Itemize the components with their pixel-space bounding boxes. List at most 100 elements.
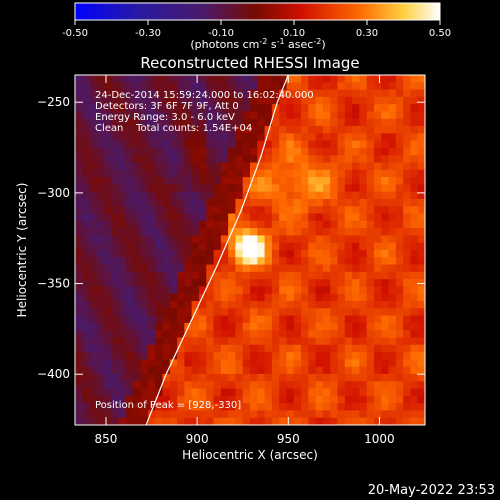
heatmap-pixel (155, 104, 164, 113)
plot-area (75, 75, 425, 425)
heatmap-pixel (373, 235, 382, 244)
heatmap-pixel (344, 82, 353, 91)
heatmap-pixel (228, 301, 237, 309)
heatmap-pixel (279, 96, 288, 105)
heatmap-pixel (82, 337, 91, 346)
heatmap-pixel (264, 257, 273, 266)
heatmap-pixel (155, 322, 164, 331)
heatmap-pixel (242, 89, 251, 98)
heatmap-pixel (337, 75, 346, 83)
heatmap-pixel (133, 235, 142, 244)
heatmap-pixel (184, 381, 193, 390)
heatmap-pixel (352, 169, 360, 178)
heatmap-pixel (301, 220, 309, 229)
heatmap-pixel (242, 177, 251, 185)
heatmap-pixel (213, 271, 222, 280)
heatmap-pixel (118, 169, 127, 178)
heatmap-pixel (155, 286, 164, 295)
heatmap-pixel (213, 133, 222, 142)
heatmap-pixel (75, 126, 83, 134)
heatmap-pixel (82, 82, 91, 91)
heatmap-pixel (359, 140, 368, 149)
heatmap-pixel (337, 140, 346, 149)
heatmap-pixel (257, 169, 266, 178)
heatmap-pixel (198, 381, 207, 390)
heatmap-pixel (293, 228, 302, 237)
heatmap-pixel (388, 104, 397, 113)
heatmap-pixel (403, 417, 412, 425)
heatmap-pixel (104, 140, 113, 149)
heatmap-pixel (162, 89, 171, 98)
heatmap-pixel (330, 118, 339, 127)
heatmap-pixel (213, 373, 222, 382)
heatmap-pixel (242, 410, 251, 419)
heatmap-pixel (155, 264, 164, 273)
heatmap-pixel (308, 126, 317, 134)
heatmap-pixel (395, 75, 404, 83)
heatmap-pixel (388, 330, 397, 339)
heatmap-pixel (126, 89, 134, 98)
heatmap-pixel (111, 388, 120, 397)
heatmap-pixel (242, 271, 251, 280)
heatmap-pixel (96, 271, 105, 280)
heatmap-pixel (96, 147, 105, 156)
heatmap-pixel (330, 206, 339, 215)
heatmap-pixel (147, 206, 156, 215)
heatmap-pixel (279, 177, 288, 185)
heatmap-pixel (293, 155, 302, 164)
heatmap-pixel (126, 96, 134, 105)
heatmap-pixel (89, 133, 98, 142)
heatmap-pixel (257, 213, 266, 222)
heatmap-pixel (184, 133, 193, 142)
heatmap-pixel (257, 75, 266, 83)
heatmap-pixel (417, 344, 425, 353)
heatmap-pixel (89, 381, 98, 390)
heatmap-pixel (257, 82, 266, 91)
heatmap-pixel (388, 250, 397, 258)
heatmap-pixel (315, 228, 324, 237)
heatmap-pixel (417, 220, 425, 229)
heatmap-pixel (388, 147, 397, 156)
heatmap-pixel (301, 366, 309, 375)
heatmap-pixel (381, 220, 390, 229)
heatmap-pixel (133, 322, 142, 331)
heatmap-pixel (417, 403, 425, 412)
heatmap-pixel (213, 403, 222, 412)
heatmap-pixel (403, 118, 412, 127)
heatmap-pixel (89, 82, 98, 91)
heatmap-pixel (213, 147, 222, 156)
heatmap-pixel (177, 169, 185, 178)
heatmap-pixel (235, 242, 244, 251)
heatmap-pixel (417, 162, 425, 171)
heatmap-pixel (337, 104, 346, 113)
x-axis-label: Heliocentric X (arcsec) (182, 448, 318, 462)
heatmap-pixel (133, 96, 142, 105)
heatmap-pixel (388, 257, 397, 266)
heatmap-pixel (169, 344, 178, 353)
heatmap-pixel (395, 162, 404, 171)
heatmap-pixel (366, 104, 375, 113)
heatmap-pixel (315, 388, 324, 397)
heatmap-pixel (308, 322, 317, 331)
heatmap-pixel (315, 213, 324, 222)
heatmap-pixel (417, 206, 425, 215)
heatmap-pixel (264, 184, 273, 193)
heatmap-pixel (118, 206, 127, 215)
heatmap-pixel (286, 315, 295, 324)
heatmap-pixel (337, 337, 346, 346)
heatmap-pixel (184, 330, 193, 339)
heatmap-pixel (184, 228, 193, 237)
heatmap-pixel (133, 177, 142, 185)
heatmap-pixel (403, 198, 412, 207)
heatmap-pixel (330, 126, 339, 134)
heatmap-pixel (126, 228, 134, 237)
heatmap-pixel (96, 322, 105, 331)
heatmap-pixel (337, 89, 346, 98)
heatmap-pixel (417, 315, 425, 324)
heatmap-pixel (359, 264, 368, 273)
heatmap-pixel (373, 301, 382, 309)
heatmap-pixel (184, 242, 193, 251)
heatmap-pixel (344, 89, 353, 98)
heatmap-pixel (82, 198, 91, 207)
heatmap-pixel (381, 162, 390, 171)
